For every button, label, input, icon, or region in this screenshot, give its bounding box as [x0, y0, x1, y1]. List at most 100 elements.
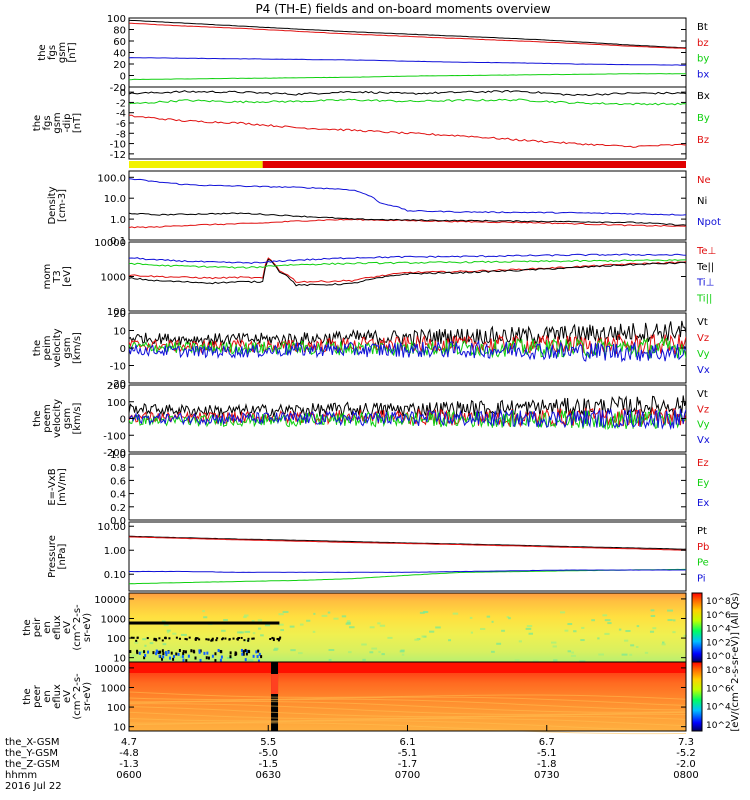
spectrogram-pixel: [247, 639, 250, 642]
spectrogram-pixel: [624, 639, 629, 642]
x-axis-value: 6.7: [539, 737, 555, 748]
spectrogram-pixel: [506, 616, 510, 619]
spectrogram-pixel: [152, 651, 155, 655]
series-line-Vx: [129, 339, 686, 363]
spectrogram-pixel: [280, 629, 285, 632]
y-axis-label: [eV]: [62, 266, 73, 287]
spectrogram-pixel: [159, 650, 162, 654]
x-axis-value: 7.3: [678, 737, 694, 748]
y-tick-label: 0.10: [104, 570, 126, 581]
series-line-bx: [129, 57, 686, 66]
spectrogram-pixel: [650, 609, 655, 612]
spectrogram-pixel: [192, 649, 195, 653]
y-axis-label: T3: [52, 270, 63, 283]
spectrogram-pixel: [661, 643, 666, 646]
spectrogram-pixel: [251, 620, 255, 623]
spectrogram-pixel: [199, 649, 202, 653]
y-axis-label: (cm^2-s-: [72, 673, 83, 720]
spectrogram-pixel: [496, 642, 502, 645]
spectrogram-pixel: [196, 637, 199, 640]
mode-segment: [262, 161, 686, 168]
spectrogram-pixel: [219, 658, 222, 662]
spectrogram-pixel: [602, 614, 608, 617]
x-axis-value: 0630: [256, 770, 281, 781]
spectrogram-pixel: [161, 639, 164, 642]
y-axis-label: gsm: [62, 337, 73, 358]
y-tick-label: 40: [113, 49, 126, 60]
x-axis-value: -5.1: [537, 748, 557, 759]
spectrogram-pixel: [194, 638, 197, 641]
spectrogram-pixel: [158, 637, 161, 640]
y-axis-label: peir: [32, 617, 43, 637]
spectrogram-pixel: [180, 633, 187, 636]
y-axis-label: peem: [42, 404, 53, 432]
spectrogram-pixel: [205, 656, 208, 660]
legend-fgs-gsm-2: by: [697, 54, 709, 65]
spectrogram-pixel: [278, 613, 284, 616]
legend-mom-0: Te⊥: [696, 246, 716, 257]
colorbar-tick-label: 10^8: [706, 597, 731, 607]
spectrogram-pixel: [203, 616, 208, 619]
spectrogram-pixel: [144, 644, 147, 647]
spectrogram-pixel: [341, 615, 347, 618]
y-tick-label: -2: [116, 98, 126, 109]
spectrogram-pixel: [567, 650, 572, 653]
spectrogram-pixel: [258, 627, 262, 630]
x-axis-row-label: hhmm: [5, 770, 37, 781]
y-tick-label: 10000: [94, 238, 126, 249]
y-axis-label: sr-eV): [82, 682, 93, 711]
date-label: 2016 Jul 22: [5, 781, 62, 792]
spectrogram-pixel: [272, 637, 275, 640]
y-axis-label: eflux: [52, 684, 63, 709]
spectrogram-pixel: [255, 650, 258, 654]
legend-peim-gsm-3: Vx: [697, 365, 710, 376]
spectrogram-pixel: [240, 648, 243, 652]
spectrogram-pixel: [198, 638, 201, 641]
spectrogram-pixel: [621, 653, 628, 656]
spectrogram-pixel: [279, 636, 282, 639]
legend-peem-gsm-0: Vt: [697, 389, 708, 400]
x-axis-value: -5.0: [258, 748, 278, 759]
spectrogram-pixel: [135, 639, 138, 642]
y-axis-label: [mV/m]: [57, 468, 68, 506]
spectrogram-pixel: [214, 652, 217, 656]
spectrogram-pixel: [166, 629, 171, 632]
spectrogram-pixel: [362, 658, 366, 661]
y-tick-label: 1.00: [104, 546, 126, 557]
spectrogram-pixel: [162, 655, 165, 659]
legend-peem-gsm-2: Vy: [697, 420, 710, 431]
spectrogram-pixel: [242, 650, 245, 654]
y-tick-label: 200: [107, 381, 126, 392]
series-line-by: [129, 73, 686, 81]
spectrogram-pixel: [131, 654, 136, 657]
x-axis-value: -4.8: [119, 748, 139, 759]
spectrogram-pixel: [579, 660, 586, 663]
y-tick-label: 100.0: [97, 173, 126, 184]
spectrogram-pixel: [232, 637, 235, 640]
spectrogram-pixel: [422, 611, 429, 614]
spectrogram-pixel: [345, 622, 351, 625]
spectrogram-pixel: [564, 629, 569, 632]
y-tick-label: 0.1: [110, 236, 126, 247]
series-line-Npot: [129, 178, 686, 216]
spectrogram-pixel: [470, 631, 474, 634]
spectrogram-pixel: [169, 656, 172, 660]
series-line-Bt: [129, 19, 686, 49]
x-axis-value: 0730: [534, 770, 559, 781]
y-tick-label: 20: [113, 309, 126, 320]
spectrogram-pixel: [211, 637, 214, 640]
spectrogram-pixel: [155, 649, 158, 653]
spectrogram-pixel: [188, 636, 191, 639]
spectrogram-pixel: [650, 614, 656, 617]
series-line-Pt: [129, 535, 686, 550]
spectrogram-pixel: [667, 619, 673, 622]
spectrogram-pixel: [199, 658, 202, 662]
y-axis-label: sr-eV): [82, 613, 93, 642]
y-tick-label: 10000: [94, 664, 126, 675]
spectrogram-pixel: [164, 651, 167, 655]
y-axis-label: en: [42, 690, 53, 703]
spectrogram-pixel: [649, 630, 655, 633]
